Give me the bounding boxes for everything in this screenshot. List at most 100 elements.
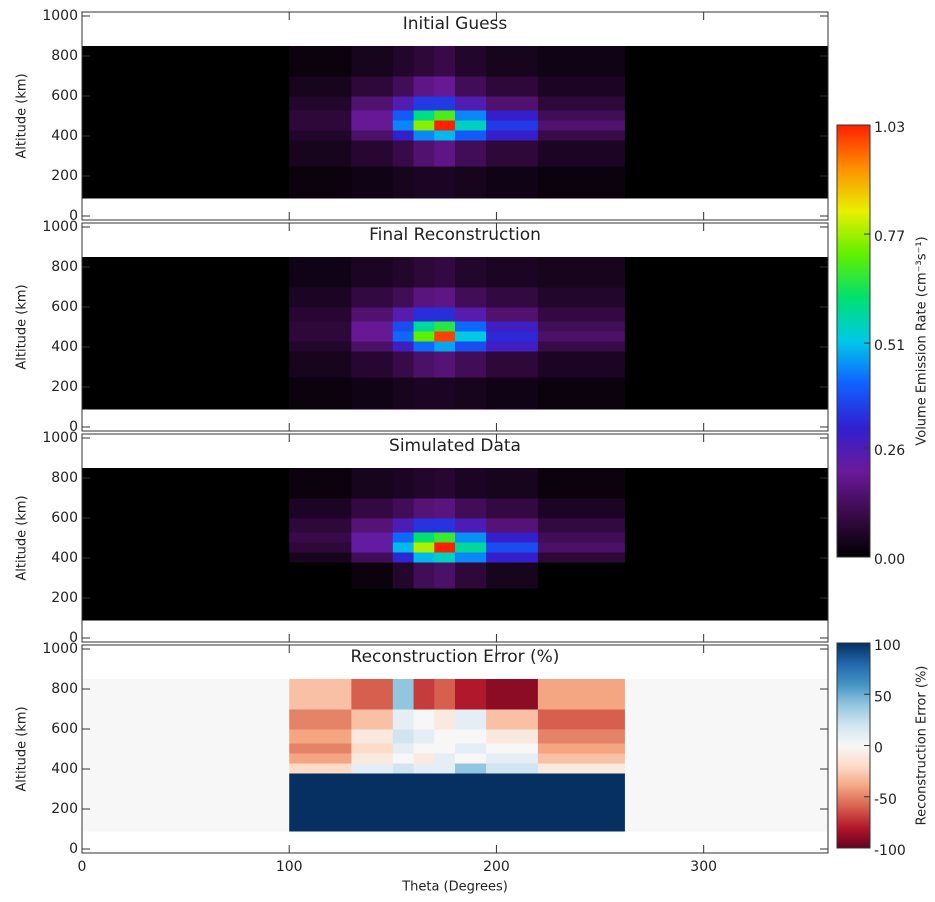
heatmap-cell	[455, 130, 487, 141]
heatmap-cell	[351, 799, 394, 832]
heatmap-cell	[486, 110, 539, 121]
heatmap-cell	[82, 552, 290, 563]
heatmap-cell	[392, 341, 415, 352]
heatmap-cell	[82, 130, 290, 141]
heatmap-cell	[455, 351, 487, 378]
heatmap-cell	[392, 110, 415, 121]
heatmap-cell	[624, 679, 829, 710]
heatmap-cell	[624, 729, 829, 744]
x-tick-label: 100	[276, 859, 303, 875]
heatmap-cell	[624, 120, 829, 131]
heatmap-cell	[82, 166, 290, 199]
heatmap-cell	[392, 799, 415, 832]
heatmap-cell	[455, 287, 487, 308]
heatmap-cell	[413, 140, 435, 167]
heatmap-cell	[537, 120, 626, 131]
heatmap-cell	[413, 351, 435, 378]
heatmap-cell	[537, 542, 626, 553]
heatmap-cell	[82, 307, 290, 322]
heatmap-cell	[434, 542, 456, 553]
heatmap-cell	[351, 562, 394, 589]
heatmap-cell	[537, 763, 626, 774]
heatmap-cell	[351, 287, 394, 308]
heatmap-cell	[434, 130, 456, 141]
heatmap-cell	[82, 331, 290, 342]
heatmap-cell	[455, 46, 487, 77]
heatmap-cell	[624, 753, 829, 764]
heatmap-cell	[392, 140, 415, 167]
heatmap-cell	[289, 307, 352, 322]
heatmap-cell	[434, 468, 456, 499]
y-tick-label: 800	[51, 681, 78, 697]
heatmap-cell	[434, 743, 456, 754]
heatmap-cell	[455, 518, 487, 533]
heatmap-cell	[289, 120, 352, 131]
heatmap-cell	[351, 542, 394, 553]
heatmap-cell	[413, 518, 435, 533]
heatmap-cell	[82, 321, 290, 332]
heatmap-cell	[413, 166, 435, 199]
heatmap-cell	[392, 753, 415, 764]
heatmap-cell	[392, 679, 415, 710]
heatmap-cell	[392, 321, 415, 332]
heatmap-cell	[413, 679, 435, 710]
heatmap-cell	[537, 341, 626, 352]
heatmap-cell	[289, 321, 352, 332]
heatmap-cell	[82, 351, 290, 378]
heatmap-cell	[82, 532, 290, 543]
heatmap-cell	[413, 729, 435, 744]
heatmap-cell	[434, 76, 456, 97]
y-tick-label: 600	[51, 510, 78, 526]
heatmap-cell	[351, 532, 394, 543]
heatmap-cell	[392, 166, 415, 199]
heatmap-cell	[82, 753, 290, 764]
heatmap-cell	[351, 307, 394, 322]
heatmap-cell	[413, 331, 435, 342]
heatmap-cell	[413, 341, 435, 352]
y-tick-label: 600	[51, 721, 78, 737]
y-tick-label: 0	[69, 419, 78, 435]
heatmap-cell	[392, 773, 415, 800]
heatmap-cell	[413, 468, 435, 499]
heatmap-cell	[455, 763, 487, 774]
colorbar-label: Reconstruction Error (%)	[915, 666, 930, 826]
heatmap-cell	[537, 377, 626, 410]
heatmap-cell	[351, 166, 394, 199]
heatmap-cell	[624, 140, 829, 167]
heatmap-cell	[289, 468, 352, 499]
heatmap-cell	[434, 110, 456, 121]
heatmap-cell	[82, 46, 290, 77]
heatmap-cell	[537, 307, 626, 322]
heatmap-cell	[413, 588, 435, 621]
heatmap-cell	[455, 321, 487, 332]
heatmap-cell	[82, 287, 290, 308]
heatmap-cell	[289, 518, 352, 533]
heatmap-cell	[351, 518, 394, 533]
heatmap-cell	[486, 287, 539, 308]
heatmap-cell	[537, 518, 626, 533]
x-tick-label: 0	[78, 859, 87, 875]
heatmap-cell	[351, 552, 394, 563]
heatmap-cell	[413, 763, 435, 774]
heatmap-cell	[624, 468, 829, 499]
heatmap-cell	[624, 773, 829, 800]
heatmap-cell	[289, 76, 352, 97]
heatmap-cell	[455, 799, 487, 832]
heatmap-cell	[537, 679, 626, 710]
heatmap-cell	[82, 76, 290, 97]
heatmap-cell	[351, 96, 394, 111]
heatmap-cell	[624, 321, 829, 332]
heatmap-cell	[289, 542, 352, 553]
heatmap-cell	[537, 96, 626, 111]
heatmap-cell	[413, 120, 435, 131]
heatmap-cell	[351, 588, 394, 621]
heatmap-cell	[537, 110, 626, 121]
y-tick-label: 800	[51, 259, 78, 275]
heatmap-cell	[351, 377, 394, 410]
heatmap-cell	[537, 46, 626, 77]
heatmap-cell	[413, 96, 435, 111]
y-tick-label: 400	[51, 550, 78, 566]
heatmap-cell	[455, 588, 487, 621]
heatmap-cell	[486, 709, 539, 730]
heatmap-cell	[537, 532, 626, 543]
